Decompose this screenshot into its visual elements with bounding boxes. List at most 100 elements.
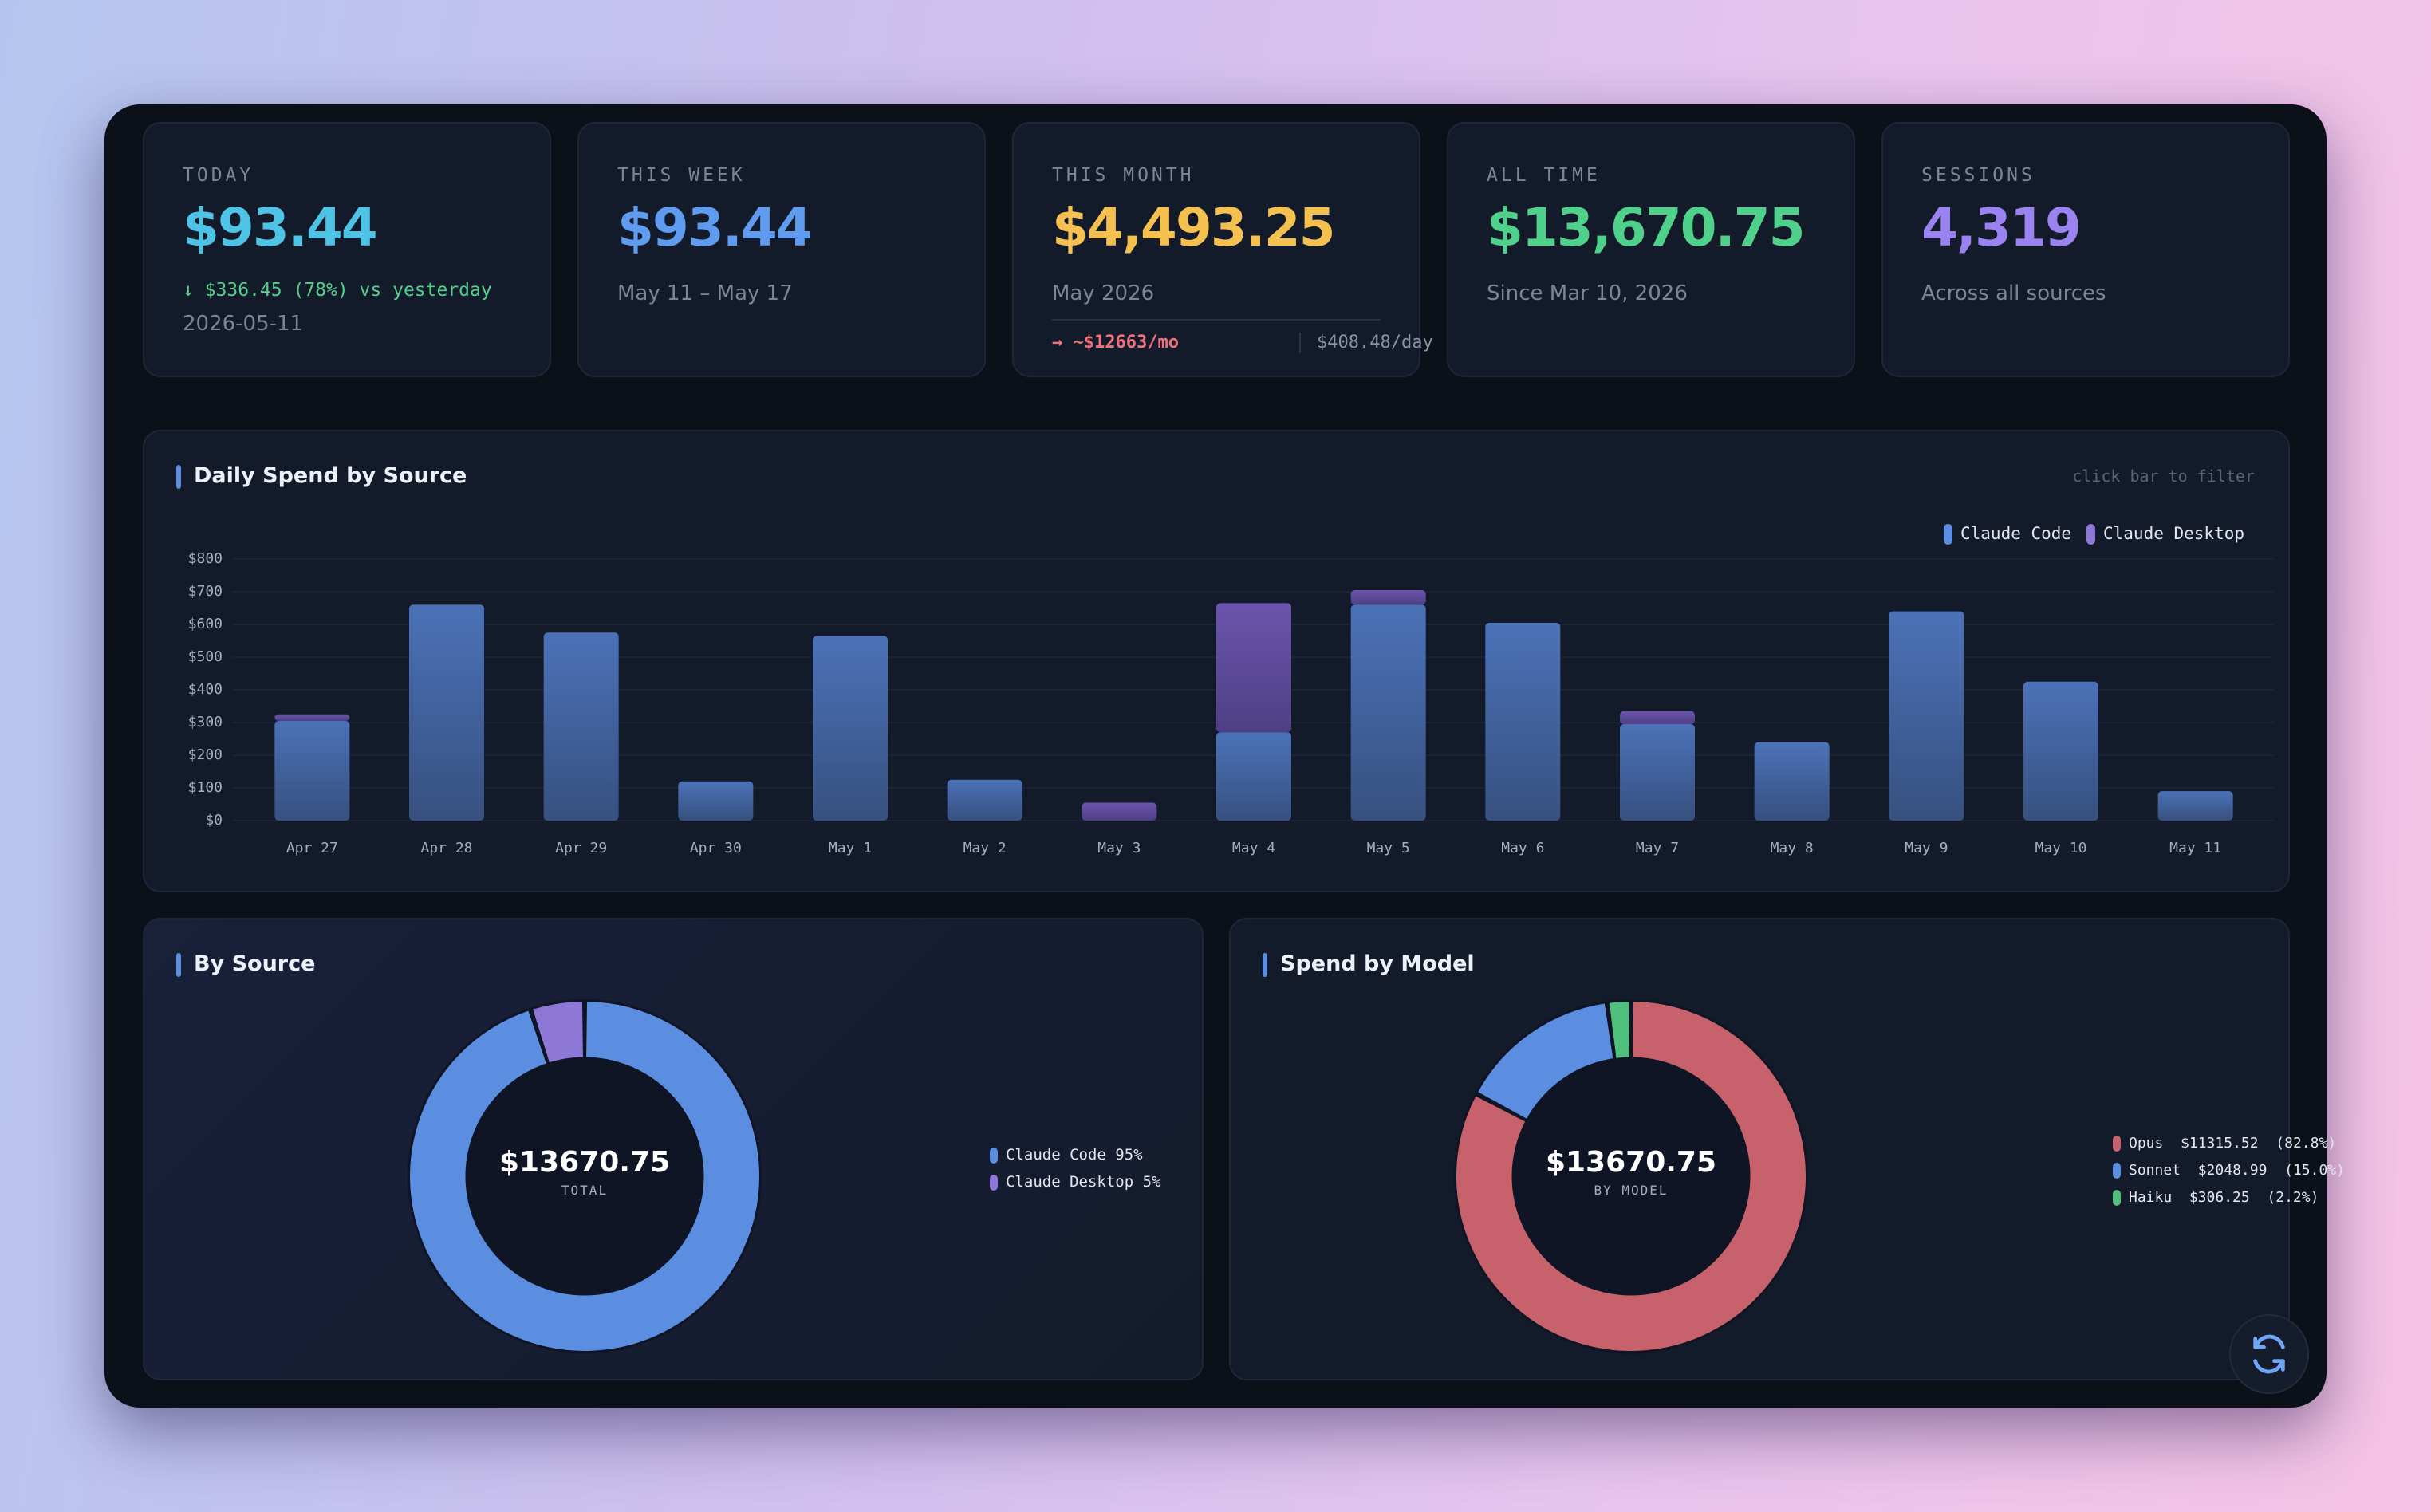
bar-claude-desktop[interactable] [274,714,350,721]
spend-by-model-panel: Spend by Model $13670.75 BY MODEL Opus $… [1229,918,2345,1380]
refresh-button[interactable] [2229,1314,2309,1394]
legend-label: Claude Code [1960,524,2072,543]
bar-group-may-11[interactable] [2157,791,2233,821]
donut-slice-opus[interactable] [1456,1002,1806,1351]
bar-claude-desktop[interactable] [1620,711,1695,725]
legend-source-claude-code[interactable]: Claude Code 95% [990,1146,1143,1164]
by-source-panel: By Source $13670.75 TOTAL Claude Code 95… [143,918,1204,1380]
stat-value: $93.44 [617,197,813,258]
stat-card-all-time: ALL TIME $13,670.75 Since Mar 10, 2026 [1447,122,1855,377]
legend-model-amount: $2048.99 [2197,1162,2267,1179]
stat-sub: Across all sources [1921,282,2106,305]
x-tick-label: Apr 29 [555,840,608,856]
bar-group-may-6[interactable] [1485,622,1561,821]
y-tick-label: $600 [187,616,223,632]
legend-source-claude-desktop[interactable]: Claude Desktop 5% [990,1173,1160,1191]
stat-label: THIS WEEK [617,165,746,186]
legend-model-sonnet[interactable]: Sonnet $2048.99 (15.0%) [2113,1162,2345,1179]
bar-claude-code[interactable] [947,779,1022,821]
bar-claude-code[interactable] [1620,724,1695,821]
bar-claude-desktop[interactable] [1350,589,1426,605]
bar-group-may-7[interactable] [1620,711,1695,821]
x-tick-label: May 8 [1770,840,1814,856]
bar-claude-code[interactable] [1350,604,1426,821]
separator [1299,333,1301,353]
legend-swatch [2113,1190,2121,1206]
bar-claude-desktop[interactable] [1082,802,1157,821]
donut-slice-claude-code[interactable] [410,1002,759,1351]
legend-model-amount: $306.25 [2189,1189,2250,1206]
legend-swatch [990,1174,998,1191]
bar-group-may-3[interactable] [1082,802,1157,821]
bar-group-may-8[interactable] [1754,742,1830,821]
legend-label: Claude Desktop [2103,524,2245,543]
daily-spend-panel: Daily Spend by Source click bar to filte… [143,430,2290,892]
x-tick-label: May 3 [1097,840,1141,856]
bar-claude-code[interactable] [2023,681,2098,821]
bar-claude-code[interactable] [1216,732,1291,821]
bar-group-apr-27[interactable] [274,714,350,821]
donut-slice-claude-desktop[interactable] [533,1002,584,1063]
stat-card-week: THIS WEEK $93.44 May 11 – May 17 [577,122,986,377]
stat-sub: May 11 – May 17 [617,282,793,305]
bar-group-may-10[interactable] [2023,681,2098,821]
bar-group-may-1[interactable] [813,636,888,821]
bar-claude-code[interactable] [678,781,754,821]
bar-claude-desktop[interactable] [1216,603,1291,733]
legend-model-amount: $11315.52 [2181,1135,2259,1152]
legend-swatch [990,1147,998,1164]
bar-claude-code[interactable] [2157,791,2233,821]
y-tick-label: $500 [187,648,223,665]
bar-claude-code[interactable] [1485,622,1561,821]
bar-claude-code[interactable] [409,604,484,821]
bar-group-may-2[interactable] [947,779,1022,821]
donut-inner-edge [465,1057,704,1296]
bar-group-may-4[interactable] [1216,603,1291,821]
bar-group-apr-30[interactable] [678,781,754,821]
legend-model-opus[interactable]: Opus $11315.52 (82.8%) [2113,1135,2336,1152]
panel-title: By Source [176,951,315,977]
filter-hint: click bar to filter [2072,467,2255,486]
x-tick-label: Apr 30 [689,840,742,856]
legend-label: Claude Code 95% [1006,1146,1143,1164]
stat-label: THIS MONTH [1052,165,1195,186]
x-tick-label: May 10 [2035,840,2087,856]
x-tick-label: May 5 [1366,840,1410,856]
daily-rate-text: $408.48/day [1317,333,1433,352]
legend-swatch [2113,1136,2121,1152]
donut-slice-sonnet[interactable] [1478,1003,1614,1120]
bar-group-apr-28[interactable] [409,604,484,821]
y-tick-label: $700 [187,583,223,600]
bar-group-apr-29[interactable] [543,632,619,821]
legend-model-pct: (82.8%) [2275,1135,2337,1152]
stat-card-month: THIS MONTH $4,493.25 May 2026 → ~$12663/… [1012,122,1433,377]
stat-sub: Since Mar 10, 2026 [1487,282,1688,305]
bar-claude-code[interactable] [1754,742,1830,821]
stat-sub: 2026-05-11 [183,312,304,336]
bar-claude-code[interactable] [813,636,888,821]
bar-group-may-9[interactable] [1889,611,1964,821]
source-donut-chart [408,999,762,1353]
legend-label: Claude Desktop 5% [1006,1173,1161,1191]
legend-claude-code[interactable]: Claude Code [1944,524,2071,545]
legend-swatch [2086,524,2095,545]
legend-claude-desktop[interactable]: Claude Desktop [2086,524,2244,545]
x-tick-label: May 7 [1635,840,1680,856]
refresh-icon [2253,1334,2285,1374]
legend-model-haiku[interactable]: Haiku $306.25 (2.2%) [2113,1189,2319,1206]
donut-total-value: $13670.75 [498,1146,671,1179]
legend-model-pct: (2.2%) [2267,1189,2319,1206]
stat-card-today: TODAY $93.44 ↓ $336.45 (78%) vs yesterda… [143,122,551,377]
legend-model-name: Haiku [2129,1189,2173,1206]
bar-claude-code[interactable] [543,632,619,821]
stat-value: $13,670.75 [1487,197,1806,258]
bar-group-may-5[interactable] [1350,589,1426,821]
divider [1052,319,1381,321]
bar-claude-code[interactable] [1889,611,1964,821]
legend-model-name: Opus [2129,1135,2164,1152]
x-tick-label: Apr 28 [420,840,473,856]
stat-label: SESSIONS [1921,165,2035,186]
donut-total-label: TOTAL [561,1183,609,1198]
x-tick-label: May 6 [1501,840,1545,856]
bar-claude-code[interactable] [274,720,350,821]
